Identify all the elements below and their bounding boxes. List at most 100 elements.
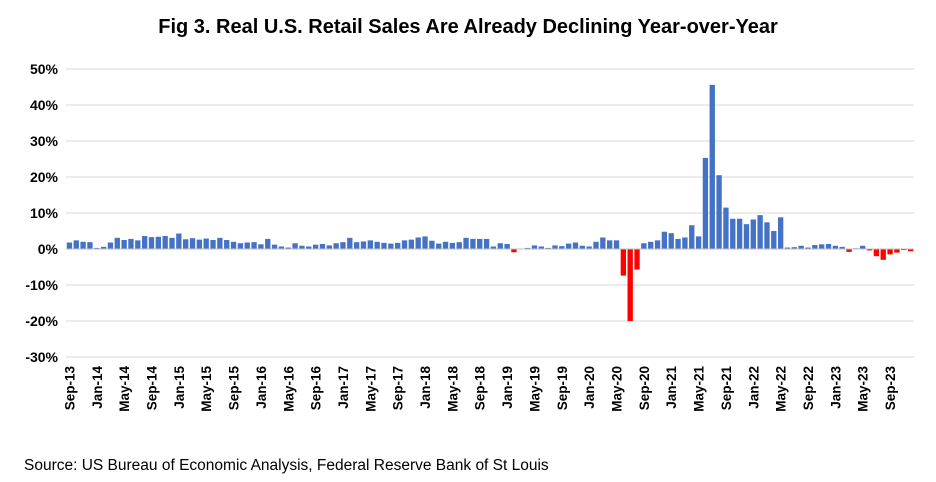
bars: [66, 84, 914, 321]
x-tick-label: Sep-20: [637, 366, 652, 410]
bar: [524, 247, 531, 249]
bar: [593, 241, 599, 249]
bar: [805, 247, 811, 249]
bar: [860, 245, 866, 249]
bar: [176, 233, 182, 249]
bar: [66, 242, 73, 249]
bar: [395, 242, 401, 249]
bar: [682, 237, 688, 249]
bar: [388, 243, 394, 249]
bar: [894, 249, 900, 253]
bar: [183, 239, 189, 249]
bar: [907, 249, 914, 252]
bar: [661, 231, 668, 249]
bar: [702, 157, 709, 249]
bar: [764, 222, 770, 249]
bar: [442, 241, 449, 249]
bar: [880, 249, 886, 260]
bar: [901, 249, 907, 251]
bar: [846, 249, 852, 252]
bar: [791, 247, 797, 249]
bar: [299, 245, 305, 249]
bar: [258, 244, 264, 249]
bar: [784, 247, 791, 249]
x-tick-label: Jan-21: [664, 366, 679, 409]
bar: [326, 245, 332, 249]
bar: [128, 238, 134, 249]
bar: [572, 242, 579, 249]
bar: [483, 238, 490, 249]
y-tick-label: -20%: [25, 313, 58, 329]
bar: [559, 246, 565, 249]
bar: [873, 249, 880, 257]
bar: [436, 243, 442, 249]
bar: [798, 245, 804, 249]
bar: [627, 249, 633, 321]
bar: [230, 241, 237, 249]
bar: [757, 215, 763, 249]
bar: [217, 237, 223, 249]
bar: [429, 240, 435, 249]
x-tick-label: Jan-18: [418, 366, 433, 409]
bar: [613, 240, 620, 249]
bar: [312, 244, 319, 249]
bar: [415, 237, 421, 249]
bar: [422, 236, 428, 249]
bar: [87, 242, 93, 249]
bar: [887, 249, 893, 255]
x-tick-label: Sep-15: [227, 366, 242, 411]
bar: [538, 246, 544, 249]
bar: [306, 246, 312, 249]
y-tick-label: 40%: [30, 97, 59, 113]
x-tick-label: Sep-19: [555, 366, 570, 410]
bar: [360, 241, 367, 249]
bar: [654, 240, 661, 249]
bar: [456, 242, 462, 249]
bar: [825, 243, 832, 249]
x-tick-label: Jan-14: [90, 366, 105, 409]
bar: [251, 242, 257, 249]
bar: [634, 249, 640, 270]
x-tick-label: May-21: [692, 366, 707, 412]
chart-title: Fig 3. Real U.S. Retail Sales Are Alread…: [158, 16, 778, 38]
bar: [730, 218, 736, 249]
bar: [545, 247, 551, 249]
bar: [600, 237, 606, 249]
bar: [723, 207, 729, 249]
x-tick-label: Jan-16: [254, 366, 269, 409]
bar: [340, 242, 346, 249]
x-tick-label: Jan-20: [582, 366, 597, 409]
bar: [292, 243, 298, 249]
bar: [819, 244, 825, 249]
bar: [278, 246, 285, 249]
x-tick-label: Sep-22: [801, 366, 816, 410]
bar: [73, 240, 79, 249]
bar: [620, 249, 627, 276]
bar: [107, 242, 114, 249]
bar: [162, 236, 168, 249]
y-axis-tick-labels: -30% -20% -10% 0% 10% 20% 30% 40% 50%: [25, 61, 58, 365]
bar: [347, 237, 353, 249]
bar: [565, 243, 572, 249]
x-tick-label: Sep-17: [391, 366, 406, 410]
bar: [271, 244, 278, 249]
x-tick-label: May-20: [610, 366, 625, 412]
x-tick-label: May-14: [117, 366, 132, 412]
bar: [148, 237, 155, 249]
bar: [237, 243, 244, 249]
x-tick-label: May-23: [856, 366, 871, 412]
y-tick-label: 50%: [30, 61, 59, 77]
x-tick-label: Sep-21: [719, 366, 734, 411]
bar: [100, 246, 107, 249]
x-tick-label: Sep-13: [62, 366, 77, 411]
bar: [607, 240, 613, 249]
bar: [490, 246, 497, 249]
x-tick-label: Sep-23: [883, 366, 898, 411]
x-tick-label: Sep-16: [309, 366, 324, 411]
x-tick-label: May-16: [281, 366, 296, 412]
bar: [210, 240, 216, 249]
bar: [531, 245, 538, 249]
bar: [579, 245, 585, 249]
bar: [189, 238, 196, 249]
